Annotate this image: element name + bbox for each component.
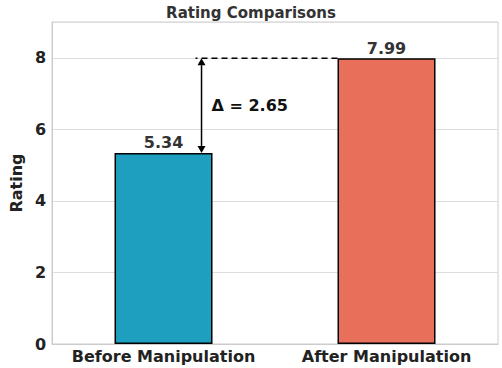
- svg-text:5.34: 5.34: [144, 133, 183, 152]
- svg-text:After Manipulation: After Manipulation: [302, 347, 472, 366]
- svg-text:0: 0: [35, 335, 46, 354]
- svg-text:6: 6: [35, 120, 46, 139]
- svg-text:Rating: Rating: [7, 153, 26, 212]
- svg-text:4: 4: [35, 191, 46, 210]
- svg-text:Δ = 2.65: Δ = 2.65: [212, 96, 288, 115]
- svg-text:2: 2: [35, 263, 46, 282]
- svg-text:8: 8: [35, 48, 46, 67]
- svg-text:7.99: 7.99: [367, 39, 406, 58]
- svg-text:Before Manipulation: Before Manipulation: [72, 347, 256, 366]
- svg-text:Rating Comparisons: Rating Comparisons: [166, 4, 336, 22]
